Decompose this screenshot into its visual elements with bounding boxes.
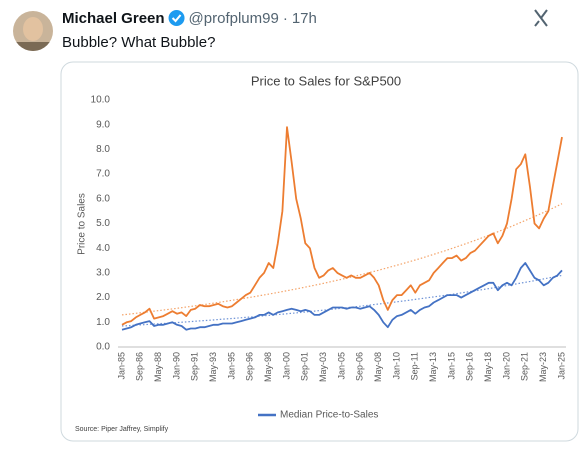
timestamp[interactable]: 17h [292,10,317,27]
legend-label: Median Price-to-Sales [280,410,378,421]
y-tick-label: 9.0 [96,119,110,130]
x-tick-label: May-08 [373,352,383,382]
y-tick-label: 7.0 [96,169,110,180]
source-note: Source: Piper Jaffrey, Simplify [75,426,169,433]
x-tick-label: Sep-16 [465,352,475,381]
x-tick-label: Sep-06 [355,352,365,381]
x-tick-label: Jan-20 [501,352,511,380]
author-name[interactable]: Michael Green [62,10,165,27]
y-tick-label: 0.0 [96,342,110,353]
trend-line [121,203,563,316]
x-tick-label: Jan-05 [336,352,346,380]
x-tick-label: Jan-95 [226,352,236,380]
x-tick-label: May-13 [428,352,438,382]
x-tick-label: Jan-00 [281,352,291,380]
x-tick-label: May-98 [263,352,273,382]
x-tick-label: Sep-11 [410,352,420,380]
y-tick-label: 5.0 [96,218,110,229]
x-tick-label: Jan-10 [391,352,401,380]
verified-badge [168,10,185,26]
x-tick-label: Sep-96 [245,352,255,381]
separator: · [283,10,288,27]
grok-icon[interactable] [534,9,548,27]
y-tick-label: 1.0 [96,317,110,328]
series-line [121,262,563,331]
y-tick-label: 8.0 [96,144,110,155]
x-tick-label: May-88 [153,352,163,382]
x-tick-label: May-03 [318,352,328,382]
x-tick-label: Jan-25 [556,352,566,380]
author-handle[interactable]: @profplum99 [189,10,279,27]
x-tick-label: Jan-85 [116,352,126,380]
avatar[interactable] [10,11,56,56]
y-tick-label: 4.0 [96,243,110,254]
x-tick-label: Jan-90 [171,352,181,380]
media-card[interactable] [60,61,579,442]
chart-title: Price to Sales for S&P500 [251,73,401,88]
y-tick-label: 10.0 [91,95,111,106]
x-tick-label: May-93 [208,352,218,382]
y-tick-label: 3.0 [96,268,110,279]
x-tick-label: May-18 [483,352,493,382]
x-tick-label: Sep-21 [520,352,530,381]
tweet-text: Bubble? What Bubble? [62,34,215,51]
x-tick-label: Jan-15 [446,352,456,380]
y-tick-label: 6.0 [96,193,110,204]
x-tick-label: Sep-91 [190,352,200,381]
y-tick-label: 2.0 [96,292,110,303]
x-tick-label: Sep-86 [135,352,145,381]
x-tick-label: May-23 [538,352,548,382]
x-tick-label: Sep-01 [300,352,310,381]
series-line [121,126,563,326]
y-axis-title: Price to Sales [77,193,88,255]
